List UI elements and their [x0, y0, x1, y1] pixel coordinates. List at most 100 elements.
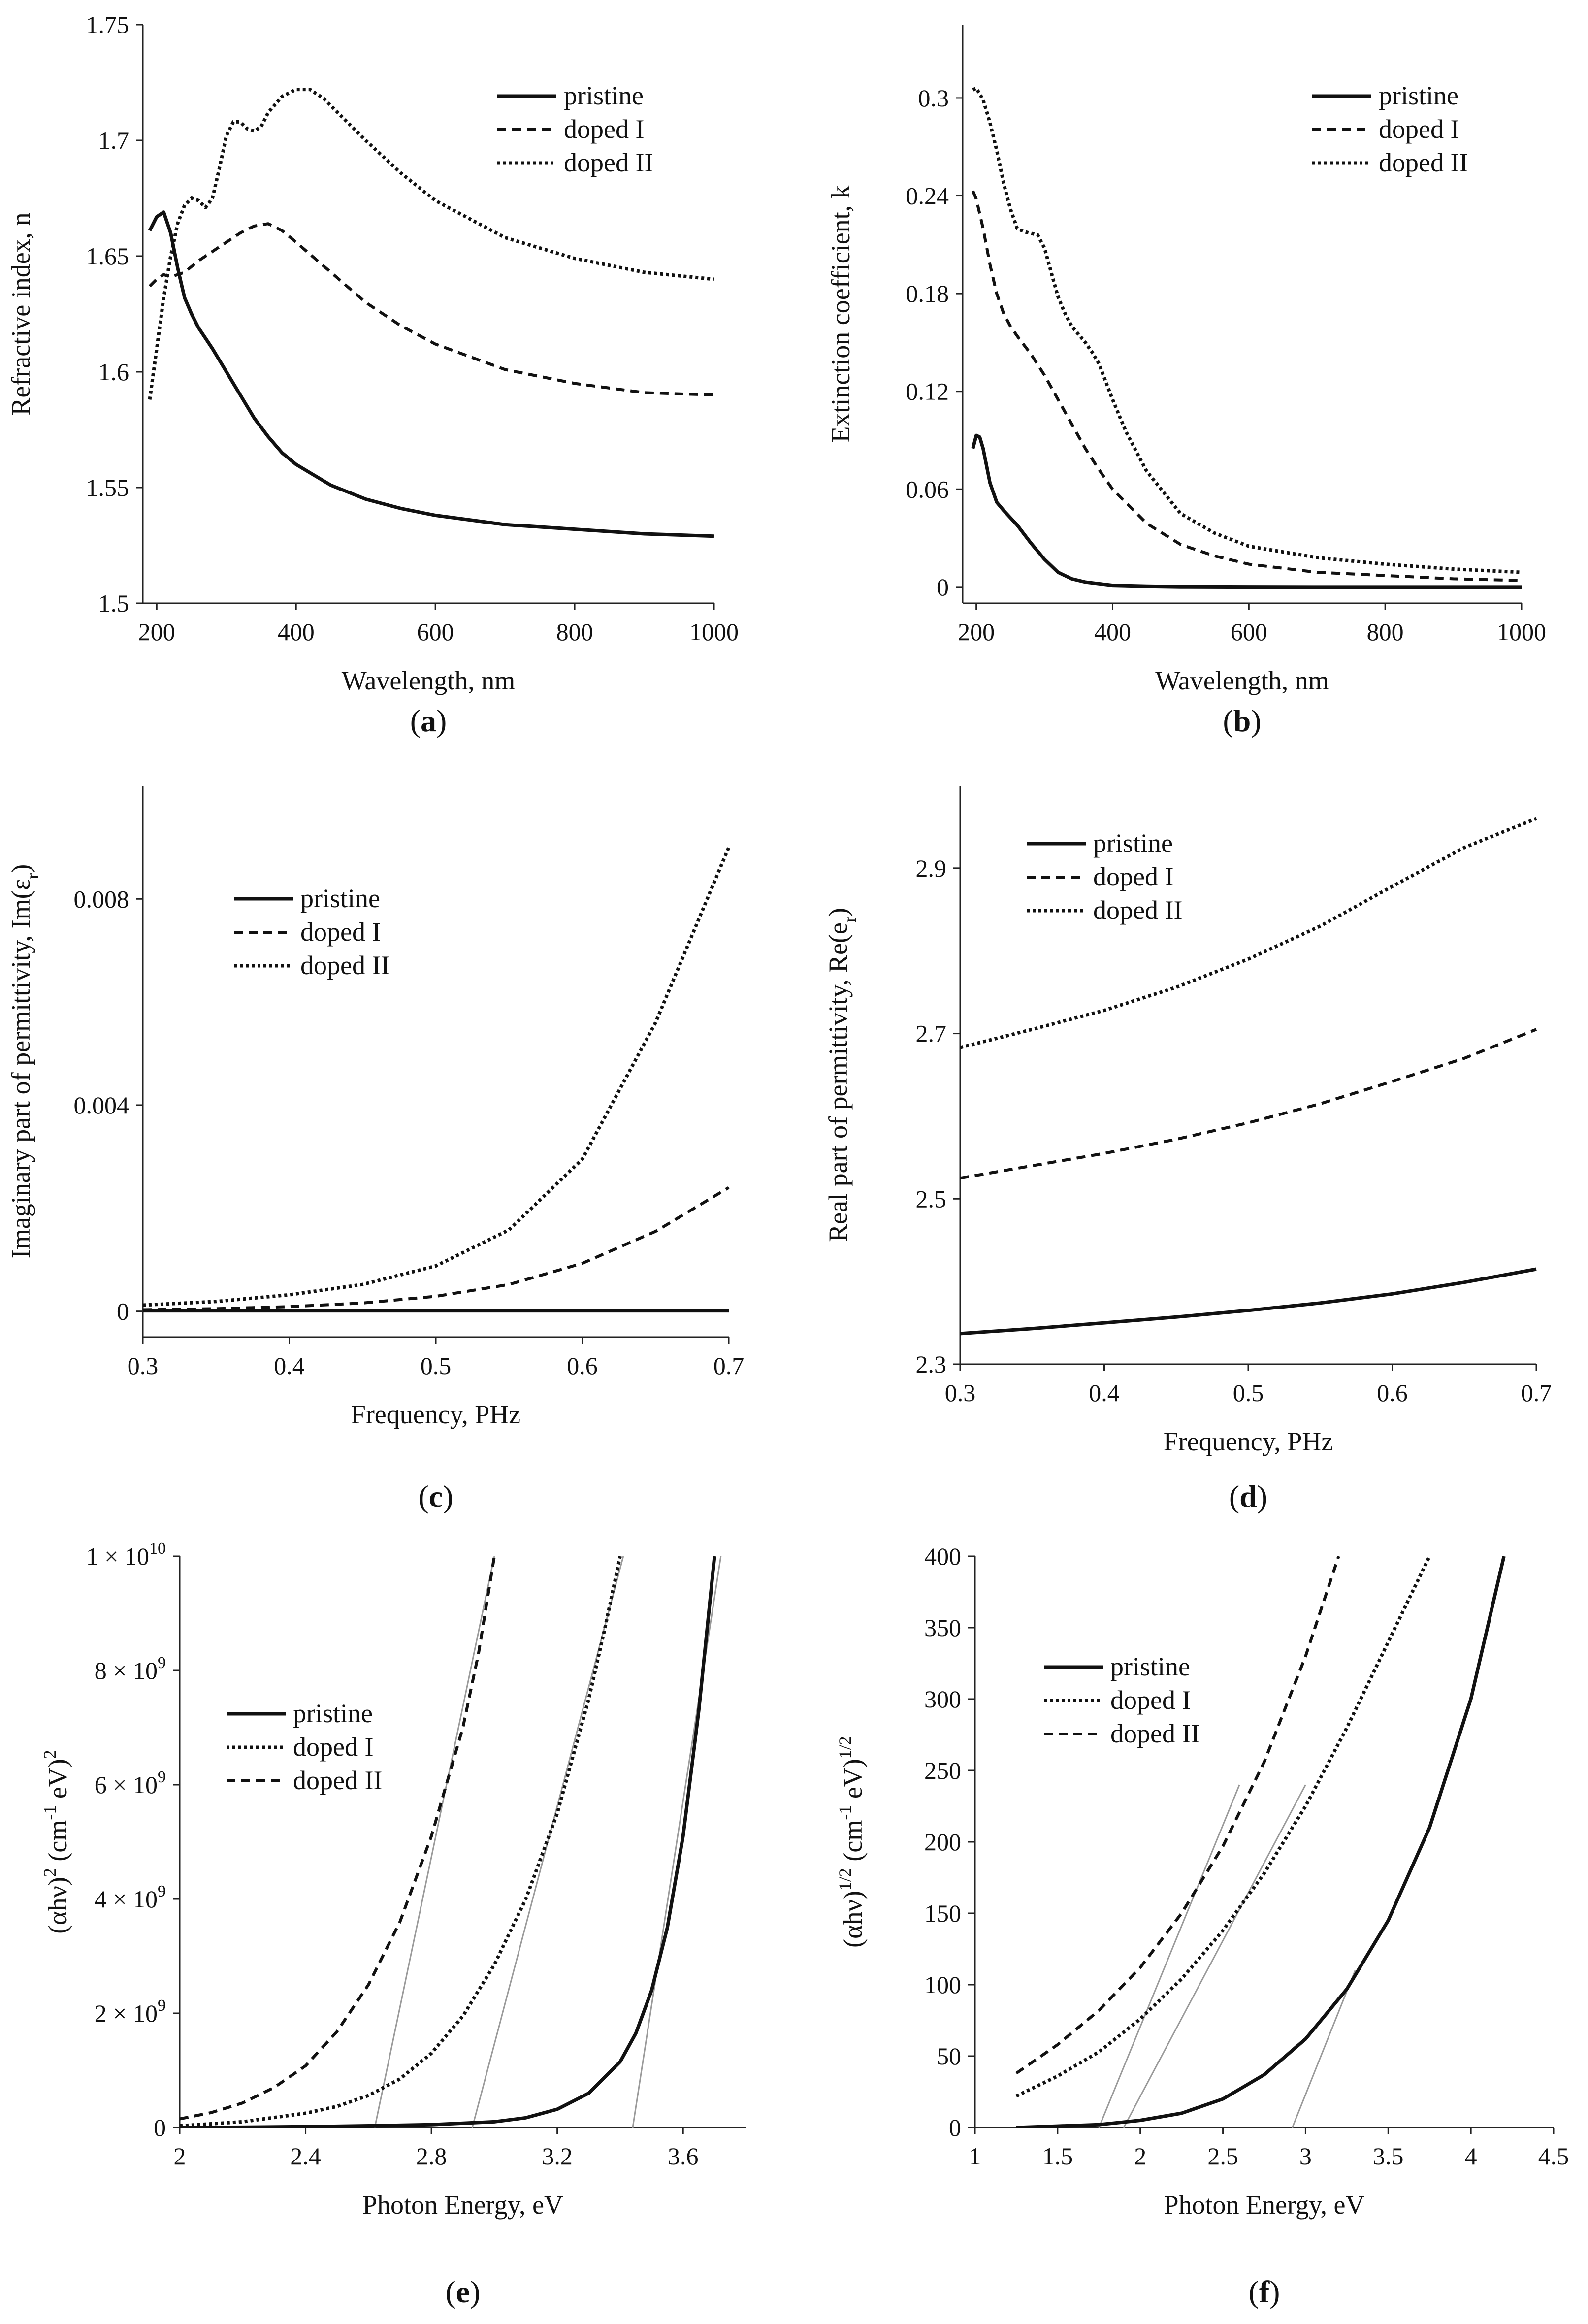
y-tick-label: 300: [924, 1685, 961, 1713]
series-line-pristine: [960, 1267, 1537, 1336]
y-tick-label: 2 × 109: [95, 1997, 166, 2027]
panel-caption: (a): [410, 703, 447, 738]
y-axis-title-part: (cm: [43, 1820, 72, 1868]
y-axis-title-part: Real part of permittivity, Re(e: [823, 922, 853, 1242]
y-tick-label: 400: [924, 1542, 961, 1570]
x-axis-title: Frequency, PHz: [351, 1400, 520, 1429]
chart-panel-f: 1 1.5 2 2.5 3 3.5 4 4.5 0 50 100 150 200 250 300 350 400…: [835, 1542, 1569, 2309]
x-tick-label: 1000: [689, 618, 739, 646]
y-axis-title-part: 1/2: [835, 1736, 855, 1759]
chart-panel-b: 200 400 600 800 1000 0 0.06 0.12 0.18 0.24 0.3 Wave…: [826, 25, 1546, 738]
panel-caption: (b): [1223, 703, 1261, 738]
y-tick-label: 2.3: [916, 1350, 947, 1378]
y-axis-title-part: Refractive index, n: [6, 212, 35, 415]
x-tick-label: 0.5: [1233, 1379, 1264, 1407]
series-line-pristine: [180, 1556, 716, 2128]
y-tick-label: 0: [154, 2114, 166, 2141]
x-tick-label: 0.3: [128, 1352, 159, 1379]
legend-label: pristine: [564, 81, 644, 110]
x-tick-label: 3.6: [668, 2142, 699, 2170]
y-tick-label: 1 × 1010: [86, 1539, 166, 1570]
fit-line-pristine: [632, 1556, 722, 2128]
x-tick-label: 600: [417, 618, 454, 646]
fit-line-doped-I: [471, 1556, 624, 2128]
legend-label: pristine: [1093, 828, 1173, 858]
legend-label: pristine: [1110, 1652, 1190, 1681]
y-tick-label: 0.06: [906, 475, 949, 503]
series-line-doped-II: [960, 817, 1537, 1049]
legend-label: pristine: [1379, 81, 1458, 110]
y-axis-title-part: 2: [40, 1868, 60, 1877]
y-tick-label: 4 × 109: [95, 1882, 166, 1913]
x-tick-label: 2: [174, 2142, 186, 2170]
x-tick-label: 200: [958, 618, 995, 646]
y-axis-title: Imaginary part of permittivity, Im(εr): [6, 864, 42, 1258]
x-tick-label: 0.7: [1521, 1379, 1552, 1407]
chart-panel-a: 200 400 600 800 1000 1.5 1.55 1.6 1.65 1.7 1.75 Wav…: [6, 11, 739, 738]
panel-caption: (f): [1249, 2274, 1280, 2309]
y-tick-label: 150: [924, 1899, 961, 1927]
chart-panel-c: 0.3 0.4 0.5 0.6 0.7 0 0.004 0.008 Frequency, PHz…: [6, 786, 744, 1514]
series-line-doped-I: [960, 1028, 1537, 1180]
series-line-doped-I: [180, 1556, 622, 2128]
y-tick-label: 0: [937, 573, 949, 601]
x-tick-label: 1000: [1497, 618, 1546, 646]
y-tick-label: 6 × 109: [95, 1768, 166, 1799]
x-tick-label: 1.5: [1042, 2142, 1073, 2170]
series-line-pristine: [971, 433, 1522, 589]
x-tick-label: 400: [1094, 618, 1131, 646]
y-axis-title-part: r: [840, 917, 860, 922]
y-axis-title: Real part of permittivity, Re(er): [823, 908, 860, 1242]
y-tick-label: 250: [924, 1757, 961, 1784]
x-tick-label: 600: [1231, 618, 1267, 646]
x-axis-title: Photon Energy, eV: [362, 2190, 563, 2220]
x-axis-title: Photon Energy, eV: [1164, 2190, 1365, 2220]
x-tick-label: 200: [138, 618, 175, 646]
y-tick-label: 2.5: [916, 1185, 947, 1212]
y-axis-title-part: eV): [838, 1759, 868, 1805]
y-tick-label: 200: [924, 1828, 961, 1856]
legend-label: doped II: [293, 1766, 382, 1795]
panel-caption: (e): [445, 2274, 480, 2309]
series-line-doped-II: [148, 88, 714, 400]
y-tick-label: 0.3: [918, 84, 949, 112]
x-axis-title: Frequency, PHz: [1164, 1427, 1333, 1456]
y-axis-title-part: (αhν): [43, 1877, 72, 1934]
fit-line-pristine: [1292, 1970, 1356, 2128]
y-tick-label: 0.008: [74, 885, 130, 913]
y-axis-title-part: -1: [835, 1805, 855, 1820]
y-tick-label: 0.24: [906, 182, 949, 210]
series-line-doped-II: [972, 86, 1522, 574]
y-tick-label: 0.004: [74, 1091, 130, 1119]
panel-caption: (c): [418, 1479, 453, 1514]
x-tick-label: 0.4: [274, 1352, 305, 1379]
y-tick-label: 0.18: [906, 280, 949, 307]
legend-label: doped II: [300, 950, 389, 980]
y-axis-title-part: Extinction coefficient, k: [826, 185, 855, 442]
legend-label: doped I: [293, 1732, 373, 1762]
y-axis-title: Extinction coefficient, k: [826, 185, 855, 442]
legend-label: doped I: [1093, 862, 1173, 891]
x-tick-label: 3: [1299, 2142, 1312, 2170]
fit-line-doped-II: [1098, 1784, 1240, 2128]
series-line-pristine: [148, 210, 714, 538]
y-tick-label: 2.9: [916, 854, 947, 882]
y-tick-label: 350: [924, 1614, 961, 1641]
y-axis-title: (αhν)1/2 (cm-1 eV)1/2: [835, 1736, 868, 1948]
x-tick-label: 0.6: [567, 1352, 598, 1379]
y-tick-exponent: 9: [158, 1654, 166, 1672]
x-axis-title: Wavelength, nm: [1155, 666, 1329, 695]
y-tick-label: 1.65: [86, 242, 130, 270]
y-tick-label: 50: [937, 2042, 961, 2070]
y-tick-label: 8 × 109: [95, 1654, 166, 1684]
y-tick-exponent: 9: [158, 1882, 166, 1900]
legend-label: doped I: [300, 917, 381, 947]
y-axis-title-part: r: [23, 873, 42, 879]
y-axis-title-part: ): [823, 908, 853, 917]
legend-label: doped II: [1093, 895, 1182, 925]
y-tick-label: 1.75: [86, 11, 130, 38]
x-tick-label: 4: [1465, 2142, 1477, 2170]
x-tick-label: 800: [556, 618, 593, 646]
chart-panel-d: 0.3 0.4 0.5 0.6 0.7 2.3 2.5 2.7 2.9 Frequency, PH…: [823, 786, 1552, 1514]
y-axis-title-part: (αhν): [838, 1891, 868, 1948]
